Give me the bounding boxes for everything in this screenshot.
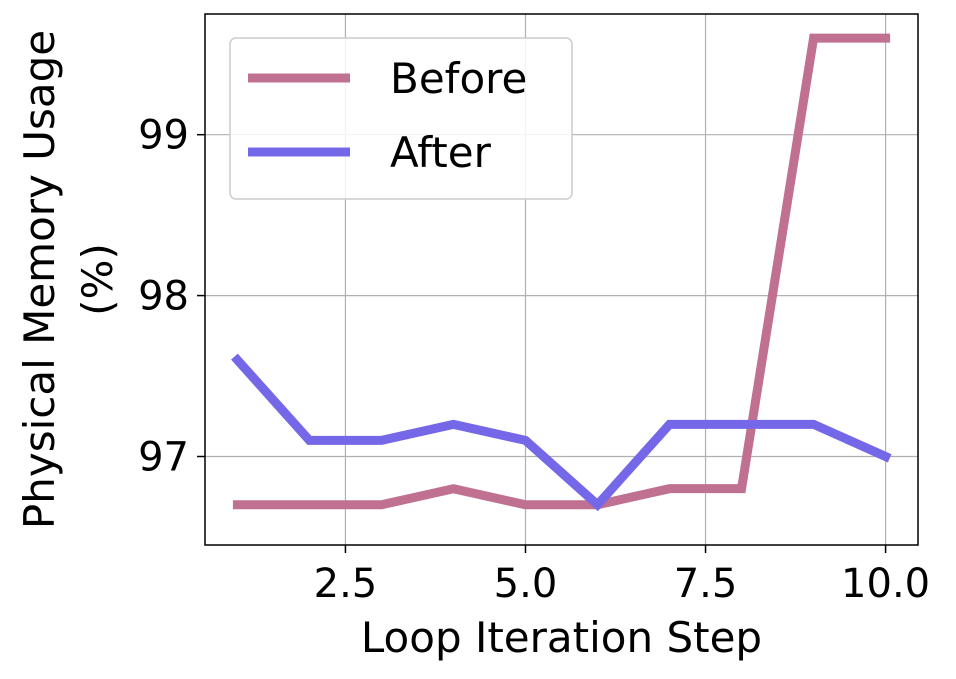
data-point-before — [237, 504, 238, 505]
data-point-before — [885, 38, 886, 39]
data-point-after — [381, 440, 382, 441]
x-axis-ticks: 2.5 5.0 7.5 10.0 — [314, 545, 930, 607]
data-point-after — [741, 424, 742, 425]
series-line-before — [232, 33, 891, 510]
x-tick-label: 5.0 — [494, 561, 558, 607]
data-point-after — [669, 424, 670, 425]
data-point-after — [525, 440, 526, 441]
x-axis-label: Loop Iteration Step — [361, 613, 762, 662]
legend-label-after: After — [390, 128, 492, 177]
data-point-before — [525, 504, 526, 505]
data-point-before — [309, 504, 310, 505]
data-point-before — [741, 488, 742, 489]
data-point-after — [453, 424, 454, 425]
y-axis-ticks: 97 98 99 — [138, 113, 205, 481]
data-point-after — [597, 504, 598, 505]
data-point-before — [381, 504, 382, 505]
data-point-before — [813, 38, 814, 39]
x-tick-label: 7.5 — [674, 561, 738, 607]
y-axis-label: Physical Memory Usage — [15, 30, 64, 529]
x-tick-label: 10.0 — [841, 561, 930, 607]
data-point-after — [813, 424, 814, 425]
data-point-after — [885, 456, 886, 457]
legend-label-before: Before — [390, 54, 527, 103]
y-tick-label: 99 — [138, 113, 189, 159]
legend: Before After — [229, 37, 573, 200]
x-tick-label: 2.5 — [314, 561, 378, 607]
data-point-before — [453, 488, 454, 489]
plot-frame — [204, 13, 919, 546]
data-point-after — [237, 359, 238, 360]
series-layer — [231, 33, 892, 512]
y-tick-label: 97 — [138, 435, 189, 481]
series-line-after — [231, 353, 892, 512]
data-point-after — [309, 440, 310, 441]
y-tick-label: 98 — [138, 274, 189, 320]
data-point-before — [669, 488, 670, 489]
y-axis-label-unit: (%) — [73, 243, 122, 316]
